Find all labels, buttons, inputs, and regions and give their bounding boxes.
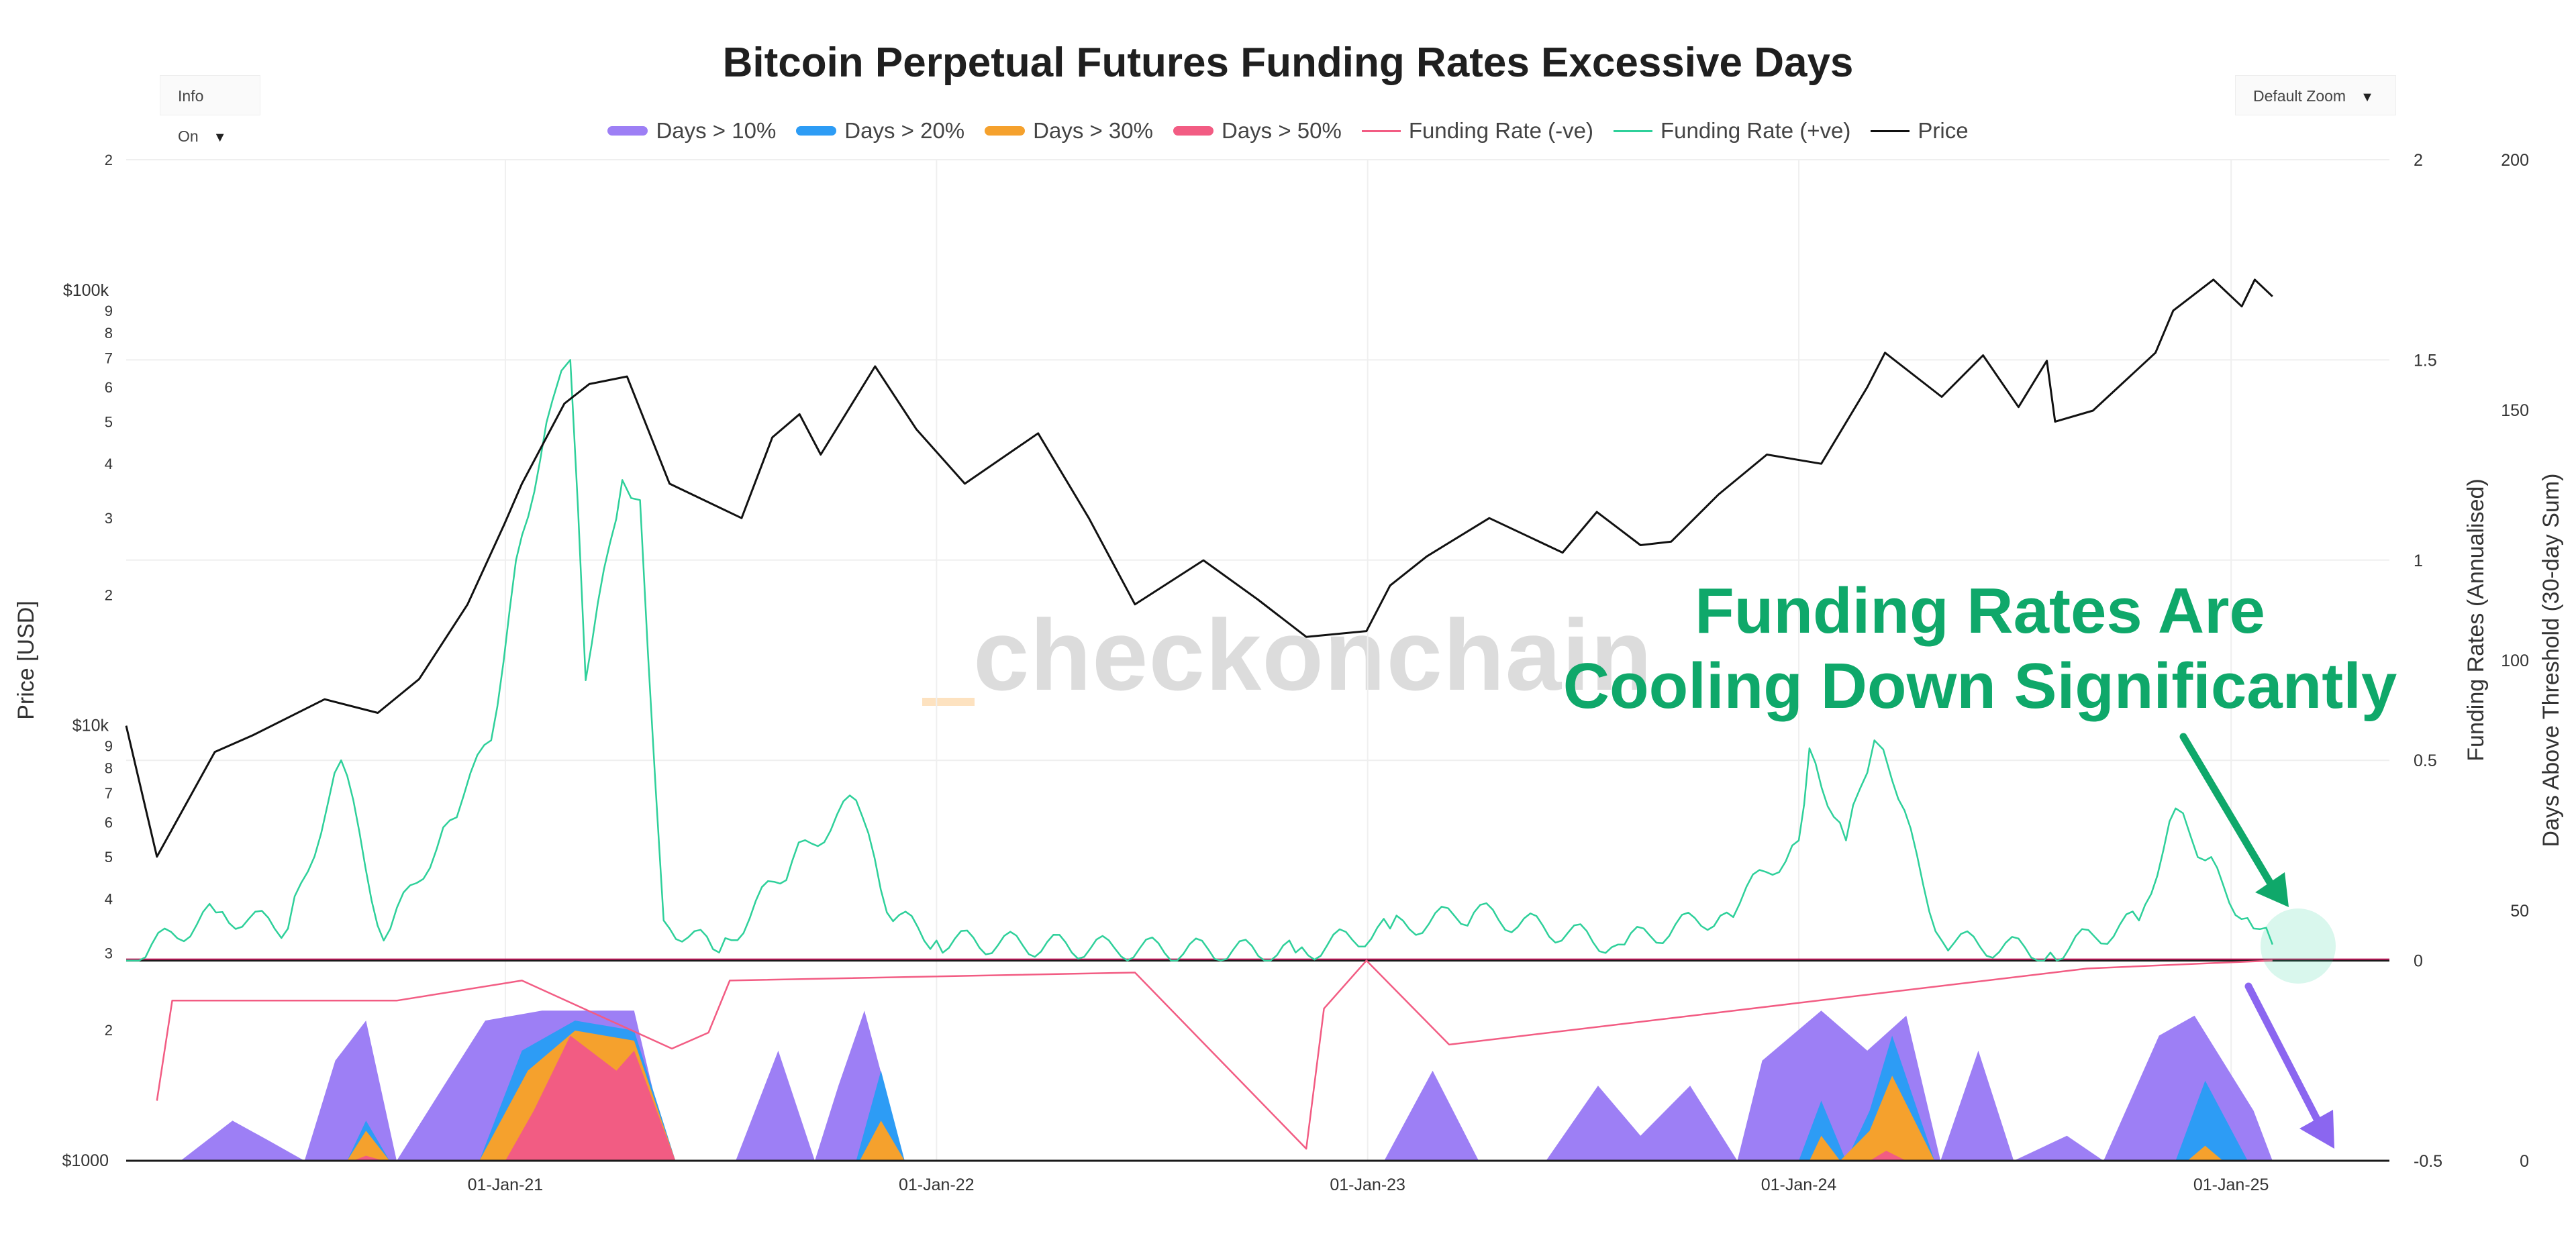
y-tick-label-funding: 0.5 [2414,751,2437,770]
legend-item[interactable]: Funding Rate (+ve) [1613,118,1851,144]
y-axis-title-funding: Funding Rates (Annualised) [2463,478,2489,761]
y-tick-label-price: $10k [72,717,109,735]
annotation-arrow-purple [2244,982,2321,1123]
y-tick-label-price: 2 [105,1022,113,1039]
legend-swatch [1173,126,1213,136]
series-line-funding-rate-ve- [126,359,2273,961]
chevron-down-icon: ▼ [2361,90,2374,105]
legend-label: Days > 50% [1221,118,1342,143]
x-tick-label: 01-Jan-24 [1761,1176,1837,1194]
y-tick-label-price: 8 [105,325,113,342]
legend-item[interactable]: Days > 30% [985,118,1153,144]
y-tick-label-funding: -0.5 [2414,1152,2442,1171]
annotation-arrowhead-green [2255,872,2289,907]
y-tick-label-price: 4 [105,891,113,908]
y-tick-label-days: 100 [2501,651,2529,670]
x-tick-label: 01-Jan-21 [468,1176,544,1194]
legend-item[interactable]: Days > 10% [607,118,776,144]
legend-swatch [1613,129,1652,132]
y-tick-label-funding: 2 [2414,151,2423,170]
y-tick-label-price: 3 [105,510,113,527]
y-tick-label-price: 8 [105,760,113,776]
area-days-10- [180,1010,2273,1161]
y-tick-label-price: 7 [105,785,113,802]
y-tick-label-days: 50 [2510,902,2529,921]
y-axis-title-price: Price [USD] [13,601,39,720]
x-tick-label: 01-Jan-25 [2193,1176,2269,1194]
legend-item[interactable]: Funding Rate (-ve) [1361,118,1593,144]
annotation-line-1: Funding Rates Are [1695,575,2265,647]
annotation-arrow-green [2179,733,2277,891]
legend-label: Funding Rate (-ve) [1408,118,1593,143]
y-tick-label-funding: 1.5 [2414,351,2437,370]
legend-swatch [796,126,837,136]
y-tick-label-price: 2 [105,152,113,168]
legend-label: Funding Rate (+ve) [1660,118,1851,143]
x-tick-label: 01-Jan-22 [899,1176,975,1194]
zoom-label: Default Zoom [2253,87,2346,105]
legend-item[interactable]: Price [1871,118,1969,144]
legend-item[interactable]: Days > 20% [796,118,964,144]
y-tick-label-price: 9 [105,737,113,754]
chevron-down-icon: ▼ [213,130,227,145]
info-toggle-label: Info On [178,87,204,145]
y-tick-label-price: $100k [63,281,109,300]
legend-swatch [1871,129,1910,132]
annotation-arrowhead-purple [2299,1110,2334,1149]
series-line-funding-rate-ve- [156,959,2273,1150]
highlight-circle [2261,908,2336,984]
chart-legend: Days > 10% Days > 20% Days > 30% Days > 50%… [0,118,2576,144]
y-tick-label-price: 2 [105,586,113,603]
y-tick-label-funding: 1 [2414,552,2423,570]
zoom-dropdown[interactable]: Default Zoom ▼ [2235,75,2396,115]
x-tick-label: 01-Jan-23 [1330,1176,1405,1194]
legend-label: Days > 20% [844,118,965,143]
y-tick-label-days: 0 [2520,1152,2529,1171]
y-tick-label-funding: 0 [2414,952,2423,971]
y-tick-label-days: 150 [2501,401,2529,420]
legend-swatch [607,126,648,136]
legend-item[interactable]: Days > 50% [1173,118,1342,144]
annotation-line-2: Cooling Down Significantly [1563,650,2397,722]
y-tick-label-price: 4 [105,456,113,472]
legend-label: Price [1918,118,1969,143]
legend-label: Days > 30% [1033,118,1153,143]
annotation-text: Funding Rates Are Cooling Down Significa… [1477,574,2483,724]
legend-swatch [1361,129,1401,132]
y-tick-label-price: $1000 [62,1151,109,1170]
info-toggle-dropdown[interactable]: Info On ▼ [160,75,260,145]
y-tick-label-price: 6 [105,814,113,831]
y-tick-label-price: 7 [105,350,113,367]
watermark-text: checkonchain [973,598,1653,711]
y-tick-label-price: 5 [105,849,113,866]
legend-label: Days > 10% [656,118,777,143]
y-tick-label-days: 200 [2501,151,2529,170]
y-tick-label-price: 9 [105,303,113,319]
watermark-accent-bar [922,698,975,706]
chart-title: Bitcoin Perpetual Futures Funding Rates … [722,40,1854,86]
y-tick-label-price: 5 [105,413,113,430]
y-tick-label-price: 3 [105,945,113,962]
y-axis-title-days: Days Above Threshold (30-day Sum) [2538,474,2564,847]
series-line-price [125,278,2273,858]
legend-swatch [985,126,1026,136]
y-tick-label-price: 6 [105,379,113,396]
